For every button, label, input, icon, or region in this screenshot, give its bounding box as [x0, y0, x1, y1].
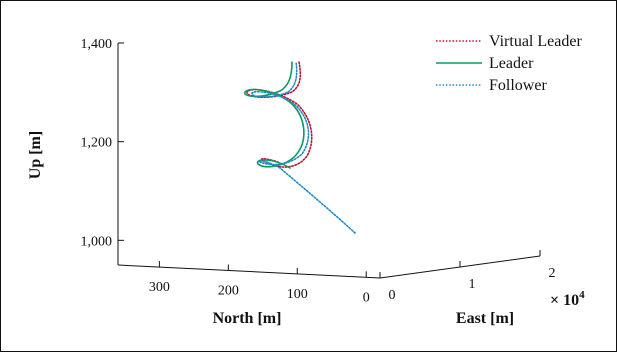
z-tick-label: 1,000 — [81, 234, 113, 249]
legend-label: Leader — [489, 55, 534, 72]
north-tick-label: 0 — [363, 290, 370, 305]
north-tick-label: 200 — [218, 283, 239, 298]
east-tick-label: 2 — [549, 266, 556, 281]
series-line-virtual-leader — [246, 61, 313, 168]
east-multiplier-label: × 104 — [550, 289, 585, 309]
north-tick-label: 300 — [149, 280, 170, 295]
legend-label: Follower — [489, 77, 547, 94]
east-tick-label: 1 — [469, 277, 476, 292]
north-axis-line — [117, 264, 381, 279]
series-line-follower — [251, 61, 356, 234]
north-axis-label: North [m] — [213, 310, 282, 327]
legend-label: Virtual Leader — [489, 33, 582, 50]
z-tick-label: 1,400 — [81, 37, 113, 52]
east-tick-label: 0 — [389, 288, 396, 303]
series-line-leader — [244, 61, 305, 169]
east-multiplier-exponent: 4 — [579, 289, 585, 301]
east-axis-label: East [m] — [456, 310, 514, 327]
z-tick-label: 1,200 — [81, 136, 113, 151]
north-tick-label: 100 — [287, 287, 308, 302]
z-axis-label: Up [m] — [27, 131, 44, 179]
